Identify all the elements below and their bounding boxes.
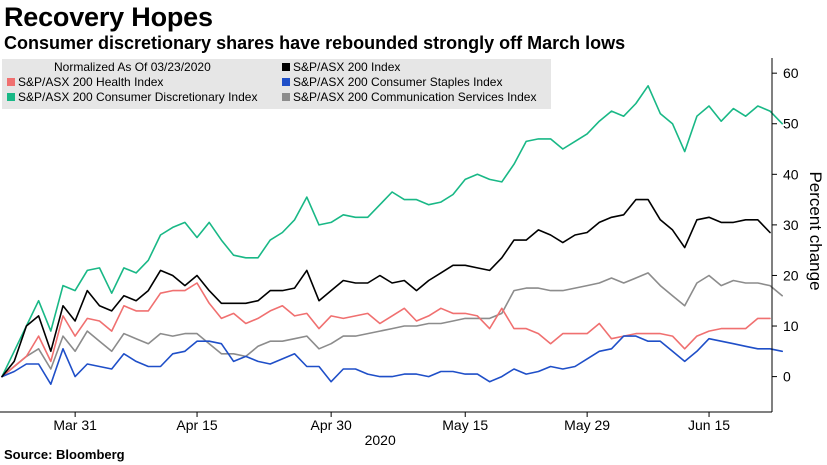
chart-subtitle: Consumer discretionary shares have rebou… <box>4 33 626 53</box>
legend-swatch <box>282 78 290 86</box>
source-note: Source: Bloomberg <box>4 447 125 462</box>
series-line-3 <box>1 85 783 378</box>
y-axis-title: Percent change <box>806 171 825 290</box>
legend-label: S&P/ASX 200 Communication Services Index <box>293 90 536 104</box>
y-tick-label: 60 <box>783 65 799 81</box>
legend-swatch <box>282 63 290 71</box>
chart-title: Recovery Hopes <box>4 2 213 32</box>
axis-layer: 0 10 20 30 40 50 60 Percent change Mar 31 Apr 15 A… <box>0 58 825 448</box>
series-line-4 <box>1 335 783 385</box>
y-tick-label: 40 <box>783 166 799 182</box>
legend-title: Normalized As Of 03/23/2020 <box>54 60 211 74</box>
y-tick-label: 20 <box>783 267 799 283</box>
x-tick-label: Apr 15 <box>176 417 217 433</box>
legend-swatch <box>282 93 290 101</box>
series-line-5 <box>1 272 783 378</box>
y-tick-label: 30 <box>783 217 799 233</box>
x-tick-label: Mar 31 <box>53 417 97 433</box>
x-tick-label: May 15 <box>442 417 488 433</box>
series-layer <box>1 85 783 385</box>
legend-label: S&P/ASX 200 Consumer Discretionary Index <box>18 90 257 104</box>
x-tick-label: Apr 30 <box>311 417 352 433</box>
legend: Normalized As Of 03/23/2020 S&P/ASX 200 I… <box>2 59 551 109</box>
legend-label: S&P/ASX 200 Consumer Staples Index <box>293 75 502 89</box>
legend-background <box>2 59 551 109</box>
legend-label: S&P/ASX 200 Index <box>293 60 400 74</box>
legend-swatch <box>7 78 15 86</box>
y-tick-label: 10 <box>783 318 799 334</box>
series-line-1 <box>1 198 771 378</box>
x-tick-label: May 29 <box>564 417 610 433</box>
series-line-2 <box>1 282 771 378</box>
x-axis-year-label: 2020 <box>365 432 396 448</box>
y-tick-label: 50 <box>783 116 799 132</box>
x-tick-label: Jun 15 <box>688 417 730 433</box>
y-tick-label: 0 <box>783 369 791 385</box>
legend-swatch <box>7 93 15 101</box>
legend-label: S&P/ASX 200 Health Index <box>18 75 163 89</box>
